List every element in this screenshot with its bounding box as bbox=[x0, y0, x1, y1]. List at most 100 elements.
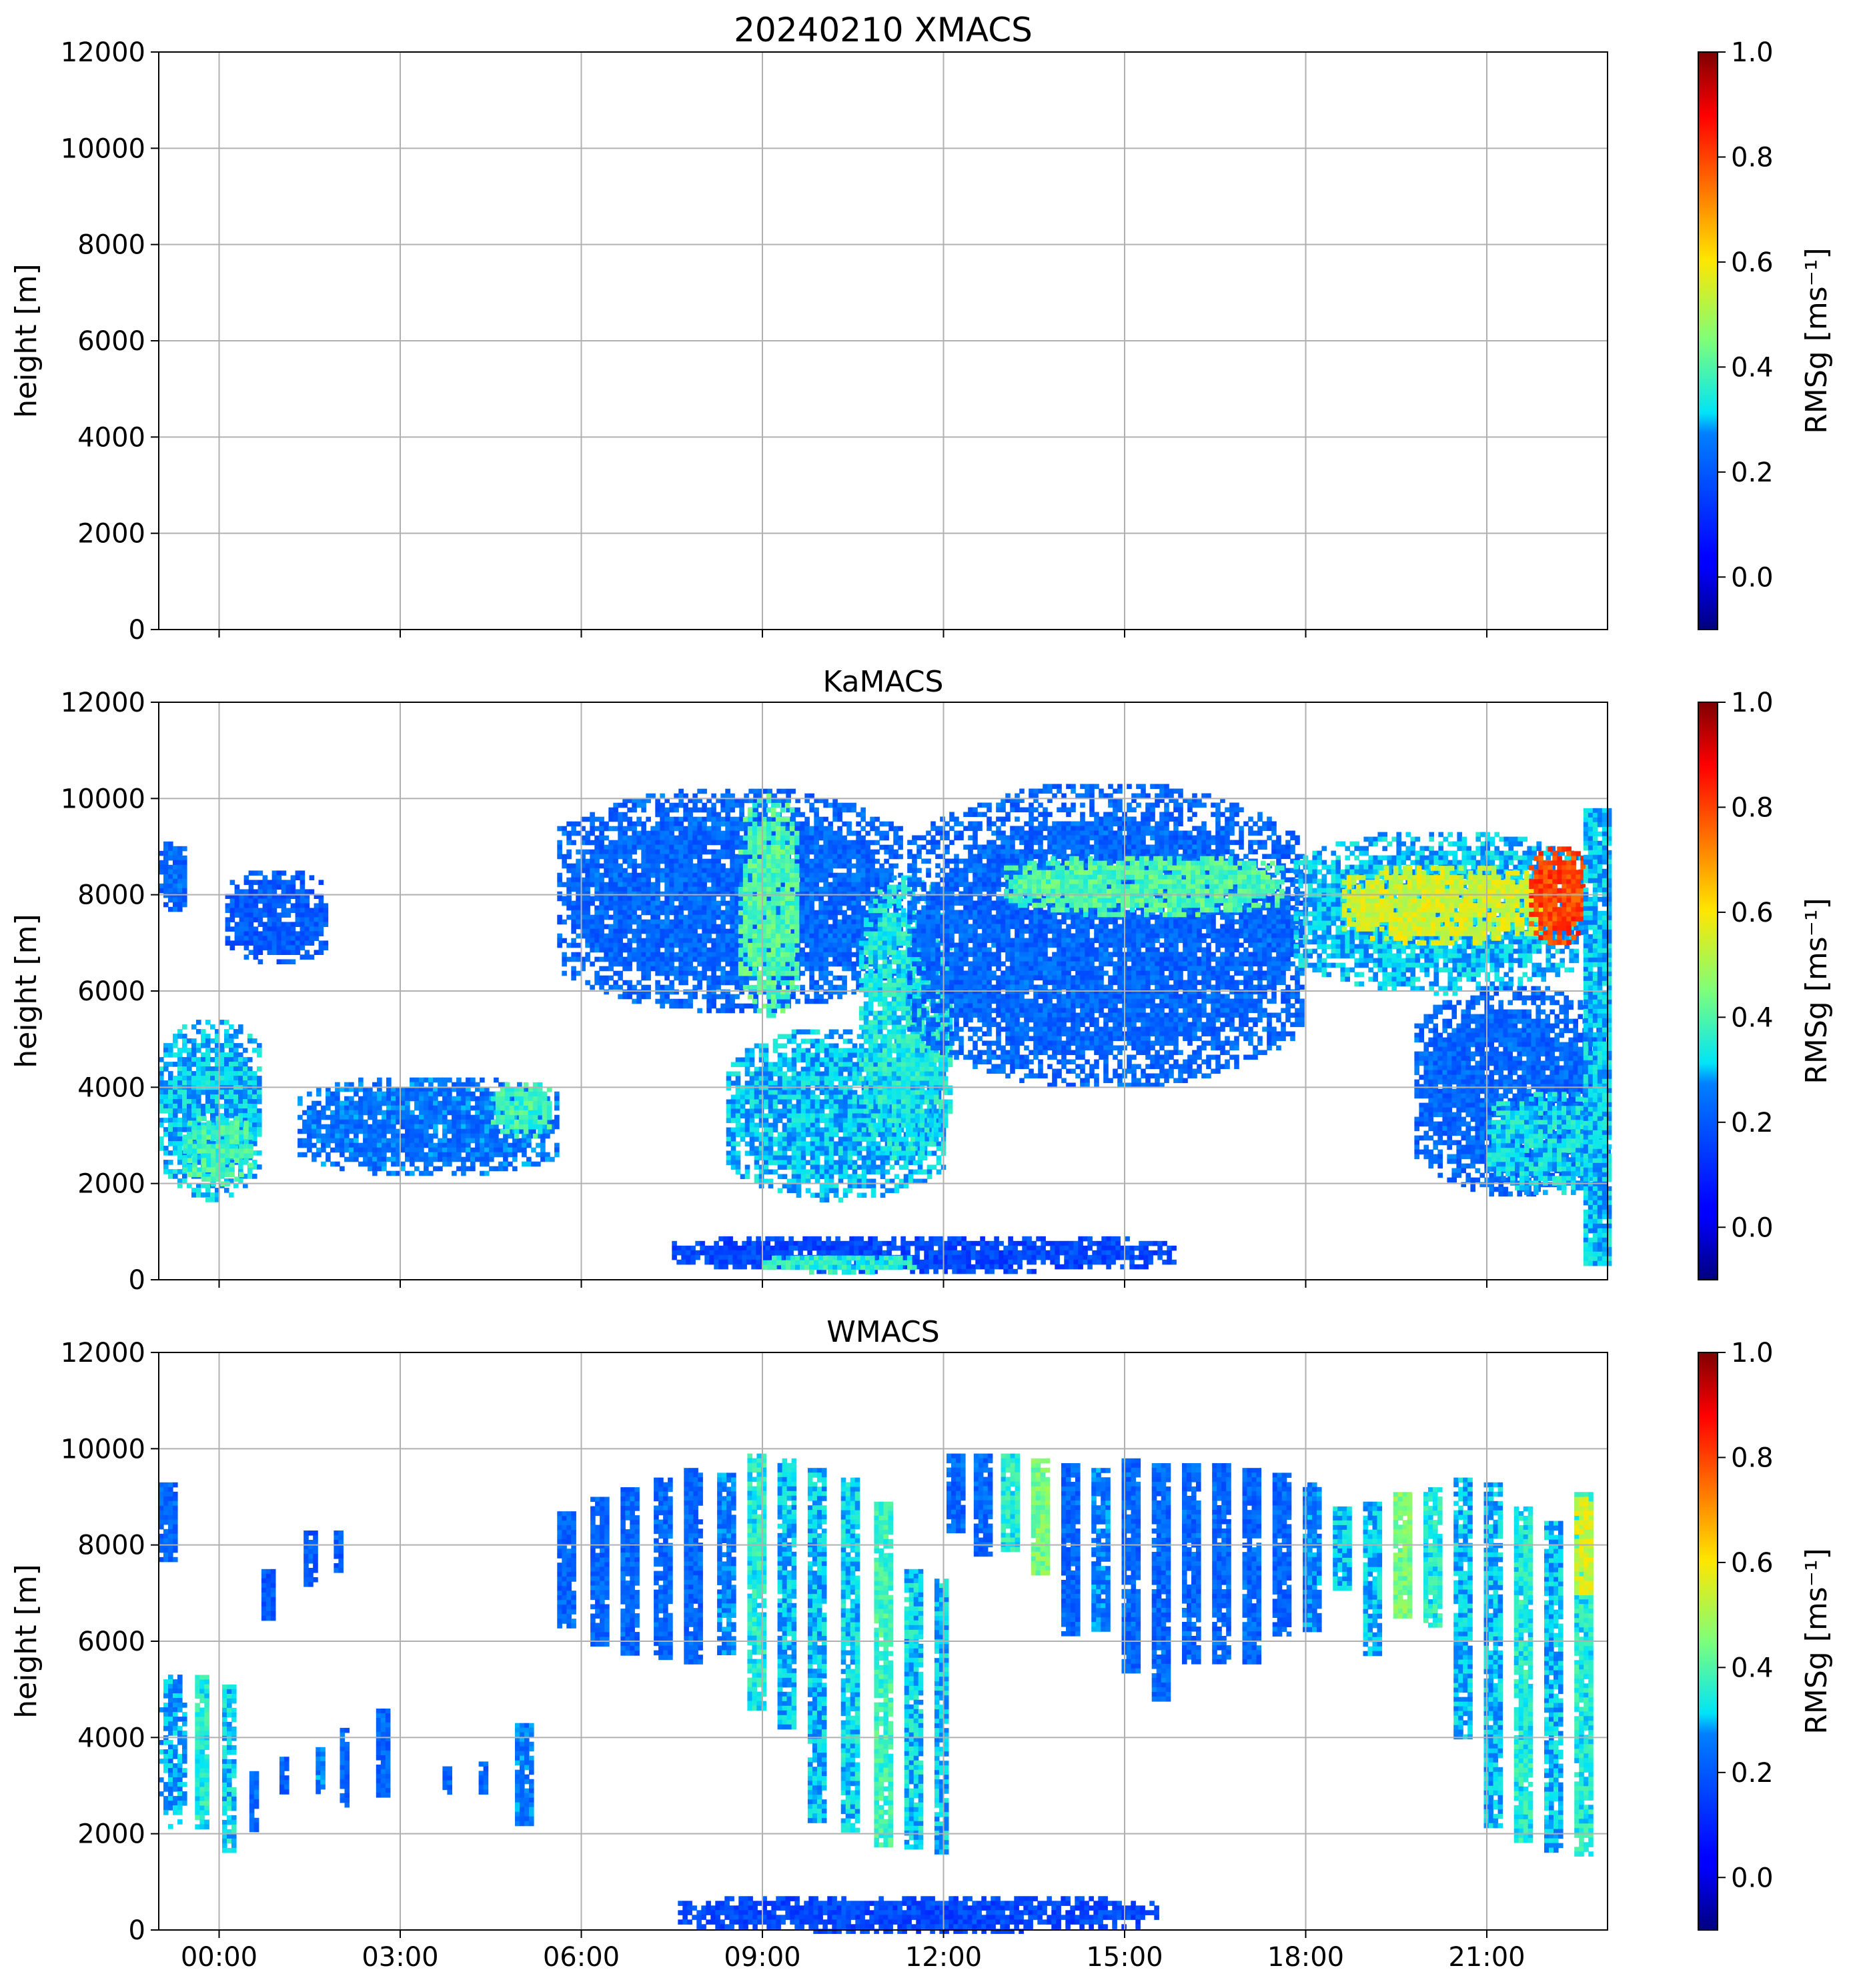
colorbar-tick-label: 1.0 bbox=[1731, 37, 1774, 68]
y-tick-label: 6000 bbox=[77, 976, 145, 1007]
grid bbox=[159, 1352, 1608, 1930]
panel-3: 0 2000 4000 6000 8000 10000 12000 00:00 03:00 06:… bbox=[9, 1315, 1834, 1973]
colorbar-tick-label: 0.4 bbox=[1731, 1002, 1774, 1033]
x-tick-label: 18:00 bbox=[1267, 1942, 1344, 1973]
cloud-region bbox=[490, 1082, 552, 1139]
x-tick-label: 21:00 bbox=[1448, 1942, 1525, 1973]
cloud-region bbox=[1393, 1492, 1413, 1619]
cloud-region bbox=[1001, 1453, 1021, 1553]
colorbar-tick-label: 0.6 bbox=[1731, 247, 1774, 278]
y-tick-label: 12000 bbox=[61, 688, 145, 718]
cloud-region bbox=[904, 1569, 924, 1850]
y-tick-label: 4000 bbox=[77, 422, 145, 453]
y-axis-label: height [m] bbox=[9, 914, 43, 1068]
cloud-region bbox=[222, 1684, 237, 1853]
y-tick-label: 8000 bbox=[77, 1531, 145, 1561]
cloud-region bbox=[1091, 1468, 1111, 1632]
panel-title: KaMACS bbox=[823, 665, 944, 699]
cloud-region bbox=[557, 1511, 576, 1629]
x-tick-label: 00:00 bbox=[181, 1942, 257, 1973]
cloud-region bbox=[1272, 1472, 1292, 1637]
y-tick-label: 6000 bbox=[77, 1627, 145, 1657]
cloud-region bbox=[907, 784, 1305, 1088]
cloud-region bbox=[303, 1531, 318, 1587]
cloud-region bbox=[159, 1675, 187, 1829]
y-tick-label: 10000 bbox=[61, 1434, 145, 1464]
y-tick-label: 12000 bbox=[61, 37, 145, 68]
cloud-region bbox=[261, 1569, 276, 1621]
panel-title: WMACS bbox=[826, 1315, 939, 1349]
cloud-region bbox=[297, 1077, 560, 1176]
y-axis-label: height [m] bbox=[9, 1564, 43, 1718]
cloud-region bbox=[340, 1727, 350, 1808]
colorbar: 0.0 0.2 0.4 0.6 0.8 1.0 RMSg [ms⁻¹] bbox=[1698, 1338, 1834, 1931]
cloud-region bbox=[747, 1453, 766, 1711]
cloud-region bbox=[1151, 1463, 1171, 1702]
x-tick-label: 06:00 bbox=[543, 1942, 620, 1973]
colorbar-tick-label: 0.2 bbox=[1731, 1758, 1774, 1789]
colorbar: 0.0 0.2 0.4 0.6 0.8 1.0 RMSg [ms⁻¹] bbox=[1698, 37, 1834, 630]
cloud-region bbox=[249, 1771, 259, 1833]
cloud-region bbox=[225, 870, 329, 964]
cloud-region bbox=[1333, 1506, 1352, 1591]
colorbar-tick-label: 0.4 bbox=[1731, 352, 1774, 383]
cloud-region bbox=[1212, 1463, 1231, 1665]
y-tick-label: 6000 bbox=[77, 326, 145, 357]
y-tick-label: 2000 bbox=[77, 1819, 145, 1850]
cloud-region bbox=[1182, 1463, 1201, 1665]
cloud-region bbox=[1341, 866, 1548, 946]
y-axis-label: height [m] bbox=[9, 263, 43, 417]
colorbar-tick-label: 0.0 bbox=[1731, 562, 1774, 593]
x-tick-label: 15:00 bbox=[1086, 1942, 1163, 1973]
colorbar-tick-label: 0.2 bbox=[1731, 1108, 1774, 1138]
x-tick-label: 03:00 bbox=[362, 1942, 438, 1973]
cloud-region bbox=[183, 1116, 253, 1186]
cloud-region bbox=[1004, 856, 1285, 918]
cloud-region bbox=[195, 1675, 209, 1830]
y-tick-label: 2000 bbox=[77, 1169, 145, 1200]
y-tick-label: 0 bbox=[129, 615, 145, 646]
y-tick-label: 8000 bbox=[77, 230, 145, 261]
cloud-region bbox=[478, 1761, 489, 1795]
colorbar-label: RMSg [ms⁻¹] bbox=[1800, 247, 1834, 433]
cloud-region bbox=[1583, 808, 1612, 1266]
cloud-region bbox=[376, 1709, 391, 1798]
colorbar-tick-label: 0.2 bbox=[1731, 457, 1774, 488]
cloud-region bbox=[279, 1757, 289, 1795]
cloud-field bbox=[159, 784, 1612, 1275]
cloud-region bbox=[947, 1453, 966, 1534]
y-tick-label: 10000 bbox=[61, 784, 145, 814]
cloud-region bbox=[840, 1477, 860, 1833]
colorbar-tick-label: 0.8 bbox=[1731, 1442, 1774, 1473]
y-tick-label: 0 bbox=[129, 1265, 145, 1296]
cloud-region bbox=[762, 1255, 917, 1275]
colorbar-tick-label: 0.8 bbox=[1731, 142, 1774, 173]
y-tick-label: 0 bbox=[129, 1915, 145, 1946]
panel-title: 20240210 XMACS bbox=[734, 11, 1033, 49]
cloud-region bbox=[1031, 1458, 1051, 1576]
cloud-region bbox=[874, 1501, 893, 1848]
panel-2: 0 2000 4000 6000 8000 10000 12000 KaMACS height … bbox=[9, 665, 1834, 1296]
cloud-region bbox=[334, 1531, 344, 1573]
cloud-region bbox=[717, 1472, 736, 1655]
cloud-region bbox=[620, 1487, 640, 1656]
cloud-region bbox=[1061, 1463, 1081, 1637]
colorbar-gradient bbox=[1698, 702, 1718, 1280]
colorbar: 0.0 0.2 0.4 0.6 0.8 1.0 RMSg [ms⁻¹] bbox=[1698, 688, 1834, 1280]
colorbar-tick-label: 0.4 bbox=[1731, 1653, 1774, 1683]
colorbar-tick-label: 1.0 bbox=[1731, 688, 1774, 718]
y-tick-label: 4000 bbox=[77, 1723, 145, 1753]
colorbar-gradient bbox=[1698, 1352, 1718, 1931]
panel-1: 0 2000 4000 6000 8000 10000 12000 20240210 XMAC… bbox=[9, 11, 1834, 646]
cloud-region bbox=[654, 1477, 673, 1661]
y-tick-label: 4000 bbox=[77, 1072, 145, 1103]
cloud-region bbox=[515, 1723, 534, 1827]
cloud-region bbox=[442, 1766, 452, 1795]
grid bbox=[159, 52, 1608, 630]
y-tick-label: 2000 bbox=[77, 519, 145, 550]
grid bbox=[159, 702, 1608, 1280]
x-tick-label: 09:00 bbox=[724, 1942, 800, 1973]
cloud-region bbox=[807, 1468, 827, 1823]
cloud-field bbox=[159, 1453, 1594, 1934]
